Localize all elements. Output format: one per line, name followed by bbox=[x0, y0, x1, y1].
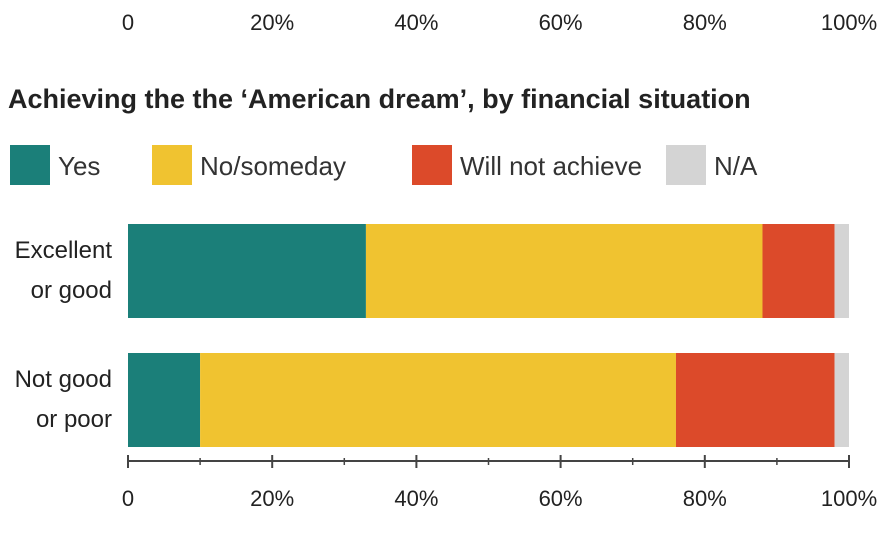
x-axis: 0 20% 40% 60% 80% 100% bbox=[122, 455, 877, 511]
legend-swatch bbox=[666, 145, 706, 185]
top-axis-tick-label: 100% bbox=[821, 10, 877, 35]
legend-swatch bbox=[152, 145, 192, 185]
x-axis-tick-label: 60% bbox=[539, 486, 583, 511]
legend: Yes No/someday Will not achieve N/A bbox=[10, 145, 758, 185]
legend-label: N/A bbox=[714, 151, 758, 181]
bars bbox=[128, 224, 849, 447]
legend-label: Yes bbox=[58, 151, 100, 181]
top-axis-tick-label: 60% bbox=[539, 10, 583, 35]
top-axis-tick-label: 80% bbox=[683, 10, 727, 35]
bar-segment bbox=[675, 353, 835, 447]
top-axis-tick-labels: 0 20% 40% 60% 80% 100% bbox=[122, 10, 877, 35]
legend-swatch bbox=[10, 145, 50, 185]
category-label: Excellent bbox=[15, 237, 113, 264]
bar-segment bbox=[834, 224, 849, 318]
bar-segment bbox=[200, 353, 676, 447]
bar-segment bbox=[128, 353, 201, 447]
legend-swatch bbox=[412, 145, 452, 185]
bar-segment bbox=[365, 224, 763, 318]
bar-segment bbox=[128, 224, 366, 318]
legend-label: Will not achieve bbox=[460, 151, 642, 181]
top-axis-tick-label: 0 bbox=[122, 10, 134, 35]
top-axis-tick-label: 40% bbox=[394, 10, 438, 35]
top-axis-tick-label: 20% bbox=[250, 10, 294, 35]
category-label: or poor bbox=[36, 406, 112, 433]
bar-segment bbox=[762, 224, 835, 318]
category-labels: Excellent or good Not good or poor bbox=[15, 237, 113, 433]
legend-label: No/someday bbox=[200, 151, 346, 181]
category-label: or good bbox=[31, 277, 112, 304]
x-axis-tick-label: 40% bbox=[394, 486, 438, 511]
x-axis-tick-label: 20% bbox=[250, 486, 294, 511]
x-axis-tick-label: 0 bbox=[122, 486, 134, 511]
category-label: Not good bbox=[15, 366, 112, 393]
chart-title: Achieving the the ‘American dream’, by f… bbox=[8, 84, 751, 114]
bar-segment bbox=[834, 353, 849, 447]
x-axis-tick-label: 80% bbox=[683, 486, 727, 511]
x-axis-tick-label: 100% bbox=[821, 486, 877, 511]
